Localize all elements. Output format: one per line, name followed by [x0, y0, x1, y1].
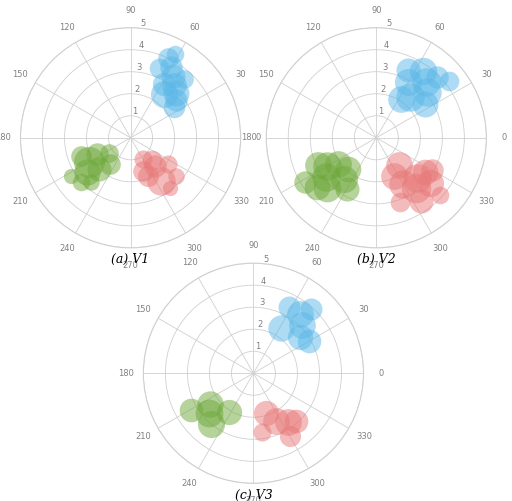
Point [436, 191, 444, 199]
Point [278, 325, 286, 333]
Point [169, 73, 178, 81]
Point [77, 178, 86, 186]
Point [339, 175, 348, 183]
Point [314, 161, 323, 169]
Point [343, 185, 351, 193]
Point [139, 167, 147, 175]
Point [404, 79, 412, 87]
Point [396, 198, 404, 206]
Point [413, 174, 421, 182]
Point [139, 155, 147, 163]
Point [307, 306, 315, 314]
Point [87, 178, 95, 186]
Point [170, 104, 178, 112]
Point [433, 73, 441, 81]
Point [284, 418, 292, 426]
Point [419, 67, 427, 75]
Point [292, 417, 300, 425]
Point [395, 161, 403, 169]
Point [186, 406, 195, 414]
Point [180, 75, 188, 83]
Point [106, 160, 114, 168]
Point [77, 152, 85, 160]
Point [105, 149, 113, 157]
Point [151, 162, 159, 170]
Point [416, 197, 424, 205]
Point [148, 156, 157, 164]
Point [334, 160, 343, 168]
Point [305, 337, 313, 345]
Point [155, 64, 163, 72]
Point [399, 179, 407, 187]
Point [313, 183, 322, 191]
Point [157, 177, 165, 185]
Point [426, 179, 434, 187]
Point [160, 80, 168, 88]
Point [397, 95, 405, 103]
Point [167, 63, 176, 71]
Point [428, 166, 436, 174]
Point [207, 420, 215, 428]
Point [412, 184, 420, 192]
Point [404, 66, 412, 74]
Point [144, 172, 153, 180]
Point [323, 162, 331, 170]
Point [258, 428, 266, 436]
Point [445, 77, 453, 85]
Point [160, 90, 168, 98]
Point [164, 54, 172, 62]
Point [344, 165, 352, 173]
Point [322, 173, 330, 181]
Point [205, 409, 214, 417]
Text: (c) V3: (c) V3 [234, 488, 272, 501]
Point [296, 333, 304, 341]
Point [301, 178, 309, 186]
Point [93, 150, 101, 158]
Point [406, 93, 414, 101]
Text: (a) V1: (a) V1 [112, 253, 150, 266]
Point [262, 409, 270, 417]
Point [423, 88, 431, 96]
Point [68, 172, 76, 180]
Point [272, 417, 280, 425]
Point [297, 321, 306, 329]
Point [286, 432, 294, 440]
Point [83, 168, 91, 176]
Point [206, 399, 214, 407]
Point [421, 168, 429, 176]
Point [390, 172, 398, 180]
Point [225, 408, 233, 416]
Point [422, 78, 431, 86]
Point [285, 303, 293, 311]
Point [171, 50, 179, 58]
Point [172, 96, 180, 104]
Point [172, 172, 180, 180]
Point [164, 160, 173, 168]
Point [172, 89, 180, 97]
Point [166, 184, 174, 192]
Point [170, 82, 179, 90]
Point [95, 165, 103, 173]
Point [295, 310, 304, 318]
Text: (b) V2: (b) V2 [357, 253, 396, 266]
Point [421, 100, 429, 108]
Point [84, 158, 93, 166]
Point [323, 183, 331, 191]
